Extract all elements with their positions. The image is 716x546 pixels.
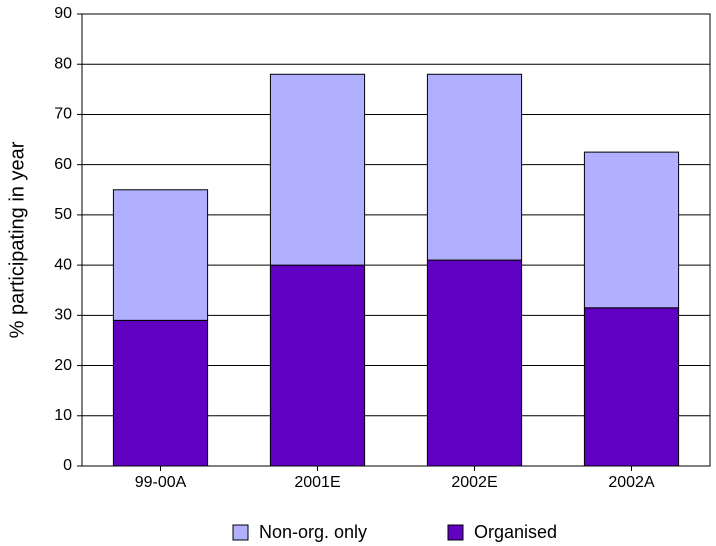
bar-segment [112, 319, 209, 467]
x-tick-label: 2002A [608, 474, 655, 491]
y-tick-label: 60 [54, 156, 72, 173]
y-tick-label: 30 [54, 307, 72, 324]
y-tick-label: 40 [54, 256, 72, 273]
y-tick-label: 20 [54, 357, 72, 374]
x-tick-label: 99-00A [135, 474, 187, 491]
bar-segment [112, 189, 209, 321]
bar-segment [269, 264, 366, 467]
legend-label: Organised [474, 522, 557, 542]
legend-swatch [447, 524, 464, 541]
x-tick-label: 2002E [451, 474, 497, 491]
legend-label: Non-org. only [259, 522, 367, 542]
bar-segment [583, 307, 680, 467]
y-tick-label: 50 [54, 206, 72, 223]
bar-segment [426, 259, 523, 467]
plot-frame [81, 13, 711, 467]
y-tick-label: 90 [54, 5, 72, 22]
y-tick-label: 10 [54, 407, 72, 424]
y-axis-label: % participating in year [6, 141, 28, 338]
x-tick-label: 2001E [294, 474, 340, 491]
bar-segment [426, 73, 523, 261]
y-tick-label: 70 [54, 106, 72, 123]
bar-segment [269, 73, 366, 266]
y-tick-label: 0 [63, 457, 72, 474]
bar-segment [583, 151, 680, 309]
y-tick-label: 80 [54, 55, 72, 72]
legend-swatch [232, 524, 249, 541]
